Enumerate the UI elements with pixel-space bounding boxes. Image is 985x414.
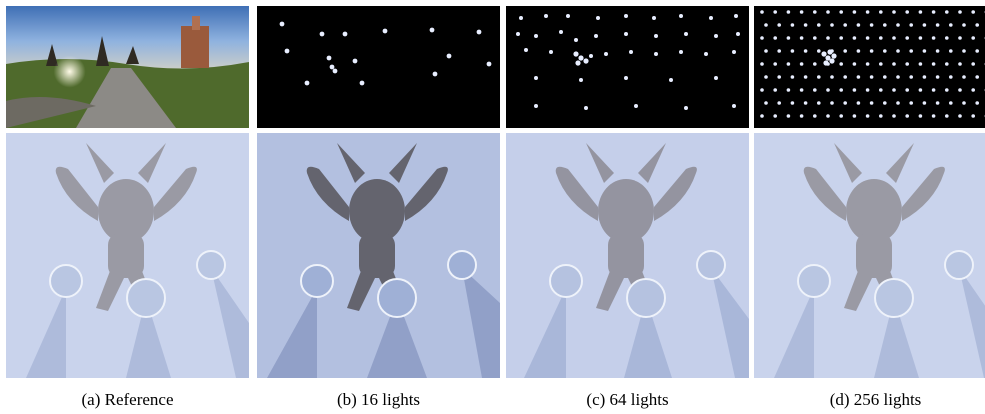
light-map-256: [754, 6, 985, 128]
caption-a: (a) Reference: [81, 390, 174, 409]
render-16-lights: [257, 133, 500, 378]
caption-d: (d) 256 lights: [829, 390, 922, 409]
caption-b: (b) 16 lights: [336, 390, 421, 409]
caption-c: (c) 64 lights: [586, 390, 669, 409]
environment-map-reference: [6, 6, 249, 128]
light-map-16: [257, 6, 500, 128]
render-256-lights: [754, 133, 985, 378]
render-64-lights: [506, 133, 749, 378]
render-reference: [6, 133, 249, 378]
light-map-64: [506, 6, 749, 128]
